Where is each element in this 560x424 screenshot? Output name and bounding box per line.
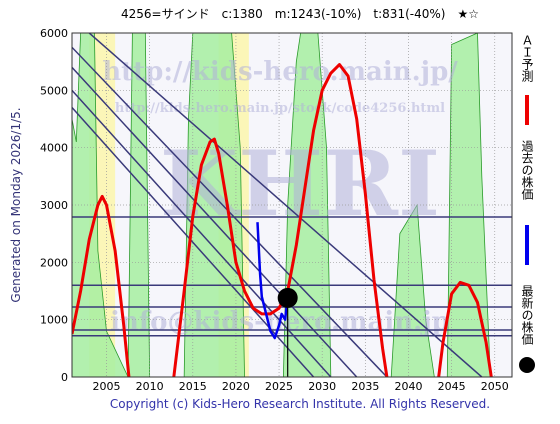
y-tick-label: 2000: [40, 256, 68, 269]
x-tick-label: 2035: [351, 380, 379, 393]
legend-label: 最新の株価: [520, 285, 534, 345]
latest-point: [277, 287, 298, 308]
series-line: [256, 222, 289, 340]
x-tick-label: 2025: [265, 380, 293, 393]
x-tick-label: 2020: [222, 380, 250, 393]
y-tick-label: 6000: [40, 27, 68, 40]
legend-swatch: [519, 357, 535, 373]
legend-label: ＡＩ予測: [520, 34, 534, 83]
side-note: Generated on Monday 2026/1/5.: [9, 107, 23, 302]
plot-area: http://kids-hero.main.jp/http://kids-her…: [72, 33, 512, 377]
trend-line: [72, 66, 358, 377]
plot-frame: [71, 32, 513, 378]
y-tick-label: 1000: [40, 314, 68, 327]
watermark: http://kids-hero.main.jp/stock/code4256.…: [115, 101, 445, 116]
x-tick-label: 2045: [438, 380, 466, 393]
series-line: [72, 63, 493, 377]
chart-title: 4256=サインド c:1380 m:1243(-10%) t:831(-40%…: [121, 7, 479, 21]
y-tick-label: 3000: [40, 199, 68, 212]
x-tick-label: 2010: [136, 380, 164, 393]
x-tick-label: 2005: [93, 380, 121, 393]
footer: Copyright (c) Kids-Hero Research Institu…: [110, 397, 490, 411]
x-tick-label: 2040: [394, 380, 422, 393]
legend-label: 過去の株価: [520, 140, 534, 200]
y-tick-label: 4000: [40, 142, 68, 155]
x-tick-label: 2015: [179, 380, 207, 393]
y-tick-label: 0: [61, 371, 68, 384]
y-tick-label: 5000: [40, 84, 68, 97]
watermark: http://kids-hero.main.jp/: [102, 57, 458, 87]
trend-line: [88, 33, 483, 377]
x-tick-label: 2050: [481, 380, 509, 393]
trend-line: [72, 107, 315, 377]
x-tick-label: 2030: [308, 380, 336, 393]
